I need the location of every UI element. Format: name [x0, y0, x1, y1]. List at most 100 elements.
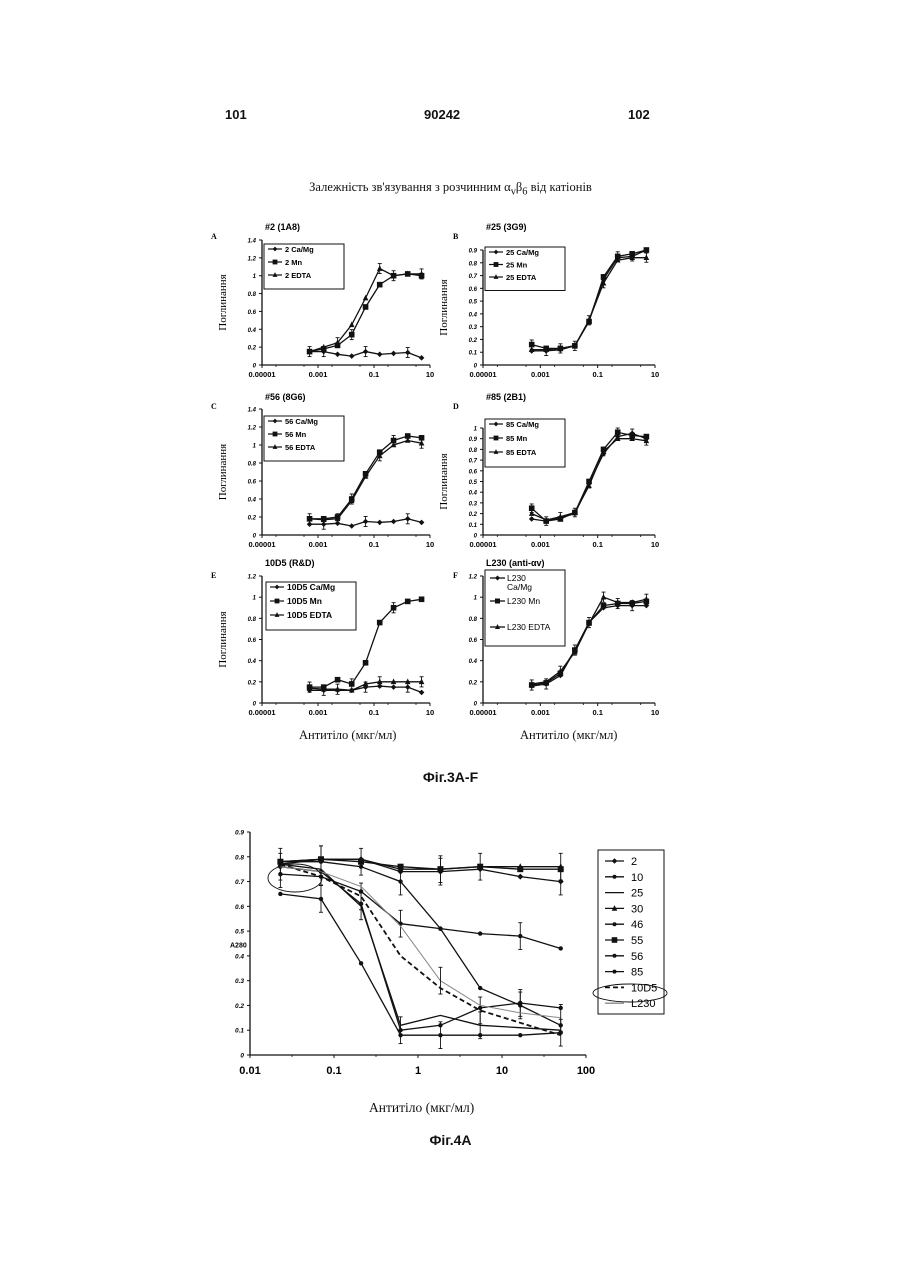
data-point — [363, 349, 369, 355]
data-point — [478, 931, 482, 935]
legend-marker — [494, 262, 499, 267]
x-tick-label: 10 — [651, 708, 659, 717]
y-tick-label: 0.4 — [469, 491, 478, 497]
legend-marker — [613, 875, 617, 879]
legend-label: 85 Ca/Mg — [506, 420, 539, 429]
data-point — [363, 295, 369, 301]
y-tick-label: 1.2 — [248, 426, 257, 432]
chart-4A: 00.10.20.30.40.50.60.70.80.90.010.111010… — [230, 830, 667, 1078]
x-tick-label: 0.1 — [369, 540, 379, 549]
data-point — [377, 520, 383, 526]
chart-title: #56 (8G6) — [265, 392, 306, 402]
legend-label: 55 — [631, 935, 643, 947]
y-tick-label: 0.3 — [469, 325, 478, 331]
y-tick-label: 0.6 — [469, 638, 478, 644]
data-point — [477, 864, 483, 870]
figure-3-caption: Фіг.3А-F — [0, 769, 901, 785]
data-point — [478, 1033, 482, 1037]
legend-label: 2 Mn — [285, 258, 303, 267]
y-tick-label: 0.8 — [248, 617, 257, 623]
data-point — [363, 519, 369, 525]
data-point — [405, 684, 411, 690]
y-tick-label: 0 — [474, 364, 478, 370]
data-point — [358, 859, 364, 865]
y-tick-label: 0.2 — [469, 512, 478, 518]
y-tick-label: 0 — [474, 534, 478, 540]
y-tick-label: 0.6 — [235, 904, 244, 911]
y-tick-label: 0.2 — [469, 338, 478, 344]
data-point — [419, 355, 425, 361]
legend: 2 Ca/Mg2 Mn2 EDTA — [264, 244, 344, 289]
data-point — [377, 265, 383, 271]
chart-C: 00.20.40.60.811.21.40.000010.0010.110#56… — [211, 392, 434, 549]
data-point — [405, 516, 411, 522]
chart-B: 00.10.20.30.40.50.60.70.80.90.000010.001… — [438, 222, 659, 379]
y-tick-label: 0.4 — [248, 328, 257, 334]
data-point — [419, 690, 425, 696]
y-tick-label: 0.2 — [235, 1003, 244, 1010]
legend-label: 85 EDTA — [506, 448, 537, 457]
y-tick-label: 0.6 — [248, 310, 257, 316]
x-tick-label: 10 — [651, 370, 659, 379]
legend-label: Ca/Mg — [507, 582, 532, 592]
data-point — [398, 1033, 402, 1037]
data-point — [559, 946, 563, 950]
legend-marker — [613, 922, 617, 926]
y-tick-label: 0.8 — [235, 854, 244, 861]
chart-title: #2 (1A8) — [265, 222, 300, 232]
legend-label: 25 Ca/Mg — [506, 248, 539, 257]
y-tick-label: 0.6 — [248, 638, 257, 644]
legend-label: 10D5 Ca/Mg — [287, 582, 335, 592]
y-tick-label: 1.2 — [248, 256, 257, 262]
y-tick-label: 0.4 — [235, 953, 244, 960]
data-point — [438, 926, 442, 930]
chart-E: 00.20.40.60.811.20.000010.0010.11010D5 (… — [211, 558, 434, 717]
legend-label: 10 — [631, 872, 643, 884]
x-tick-label: 1 — [415, 1065, 421, 1077]
legend-label: 10D5 Mn — [287, 596, 322, 606]
x-tick-label: 0.00001 — [469, 370, 496, 379]
chart-A: 00.20.40.60.811.21.40.000010.0010.110#2 … — [211, 222, 434, 379]
y-tick-label: 0.5 — [469, 480, 478, 486]
y-tick-label: 1.4 — [248, 408, 257, 414]
series-line-56 — [280, 894, 560, 1035]
legend-label: 2 — [631, 856, 637, 868]
chart-canvas: 0 0.2 0.4 0.6 0.8 1 1.2 1.4 0.00001 0.001 0.1 10 #2 … — [0, 0, 901, 1273]
legend-marker — [273, 432, 278, 437]
y-tick-label: 0.1 — [469, 351, 478, 357]
x-tick-label: 0.1 — [369, 370, 379, 379]
data-point — [391, 351, 397, 357]
y-tick-label: 0.8 — [248, 462, 257, 468]
y-tick-label: 0.9 — [469, 249, 478, 255]
x-tick-label: 0.1 — [592, 708, 602, 717]
y-axis-label: Поглинання — [217, 274, 229, 330]
x-tick-label: 0.001 — [531, 708, 550, 717]
data-point — [517, 874, 523, 880]
x-tick-label: 0.001 — [309, 540, 328, 549]
legend-label: 25 Mn — [506, 261, 528, 270]
y-tick-label: 0.6 — [248, 480, 257, 486]
x-tick-label: 0.001 — [531, 540, 550, 549]
legend: L230Ca/MgL230 MnL230 EDTA — [485, 570, 565, 646]
legend-marker — [612, 937, 618, 943]
chart-title: 10D5 (R&D) — [265, 558, 315, 568]
legend-label: 46 — [631, 919, 643, 931]
y-tick-label: 0.5 — [235, 929, 244, 936]
y-axis-label: Поглинання — [438, 453, 450, 509]
y-axis-label: Поглинання — [217, 444, 229, 500]
chart-D: 00.10.20.30.40.50.60.70.80.910.000010.00… — [438, 392, 659, 549]
data-point — [349, 681, 355, 687]
y-tick-label: 0.9 — [235, 830, 244, 837]
data-point — [349, 332, 355, 338]
y-tick-label: 0.7 — [469, 274, 478, 280]
data-point — [518, 1003, 522, 1007]
y-tick-label: 0.5 — [469, 300, 478, 306]
data-point — [359, 961, 363, 965]
legend-label: L230 Mn — [507, 596, 540, 606]
x-tick-label: 10 — [651, 540, 659, 549]
legend-label: 56 EDTA — [285, 443, 316, 452]
y-tick-label: 0.4 — [248, 498, 257, 504]
x-tick-label: 0.001 — [531, 370, 550, 379]
y-tick-label: 0.4 — [248, 659, 257, 665]
panel-letter: D — [453, 402, 459, 411]
